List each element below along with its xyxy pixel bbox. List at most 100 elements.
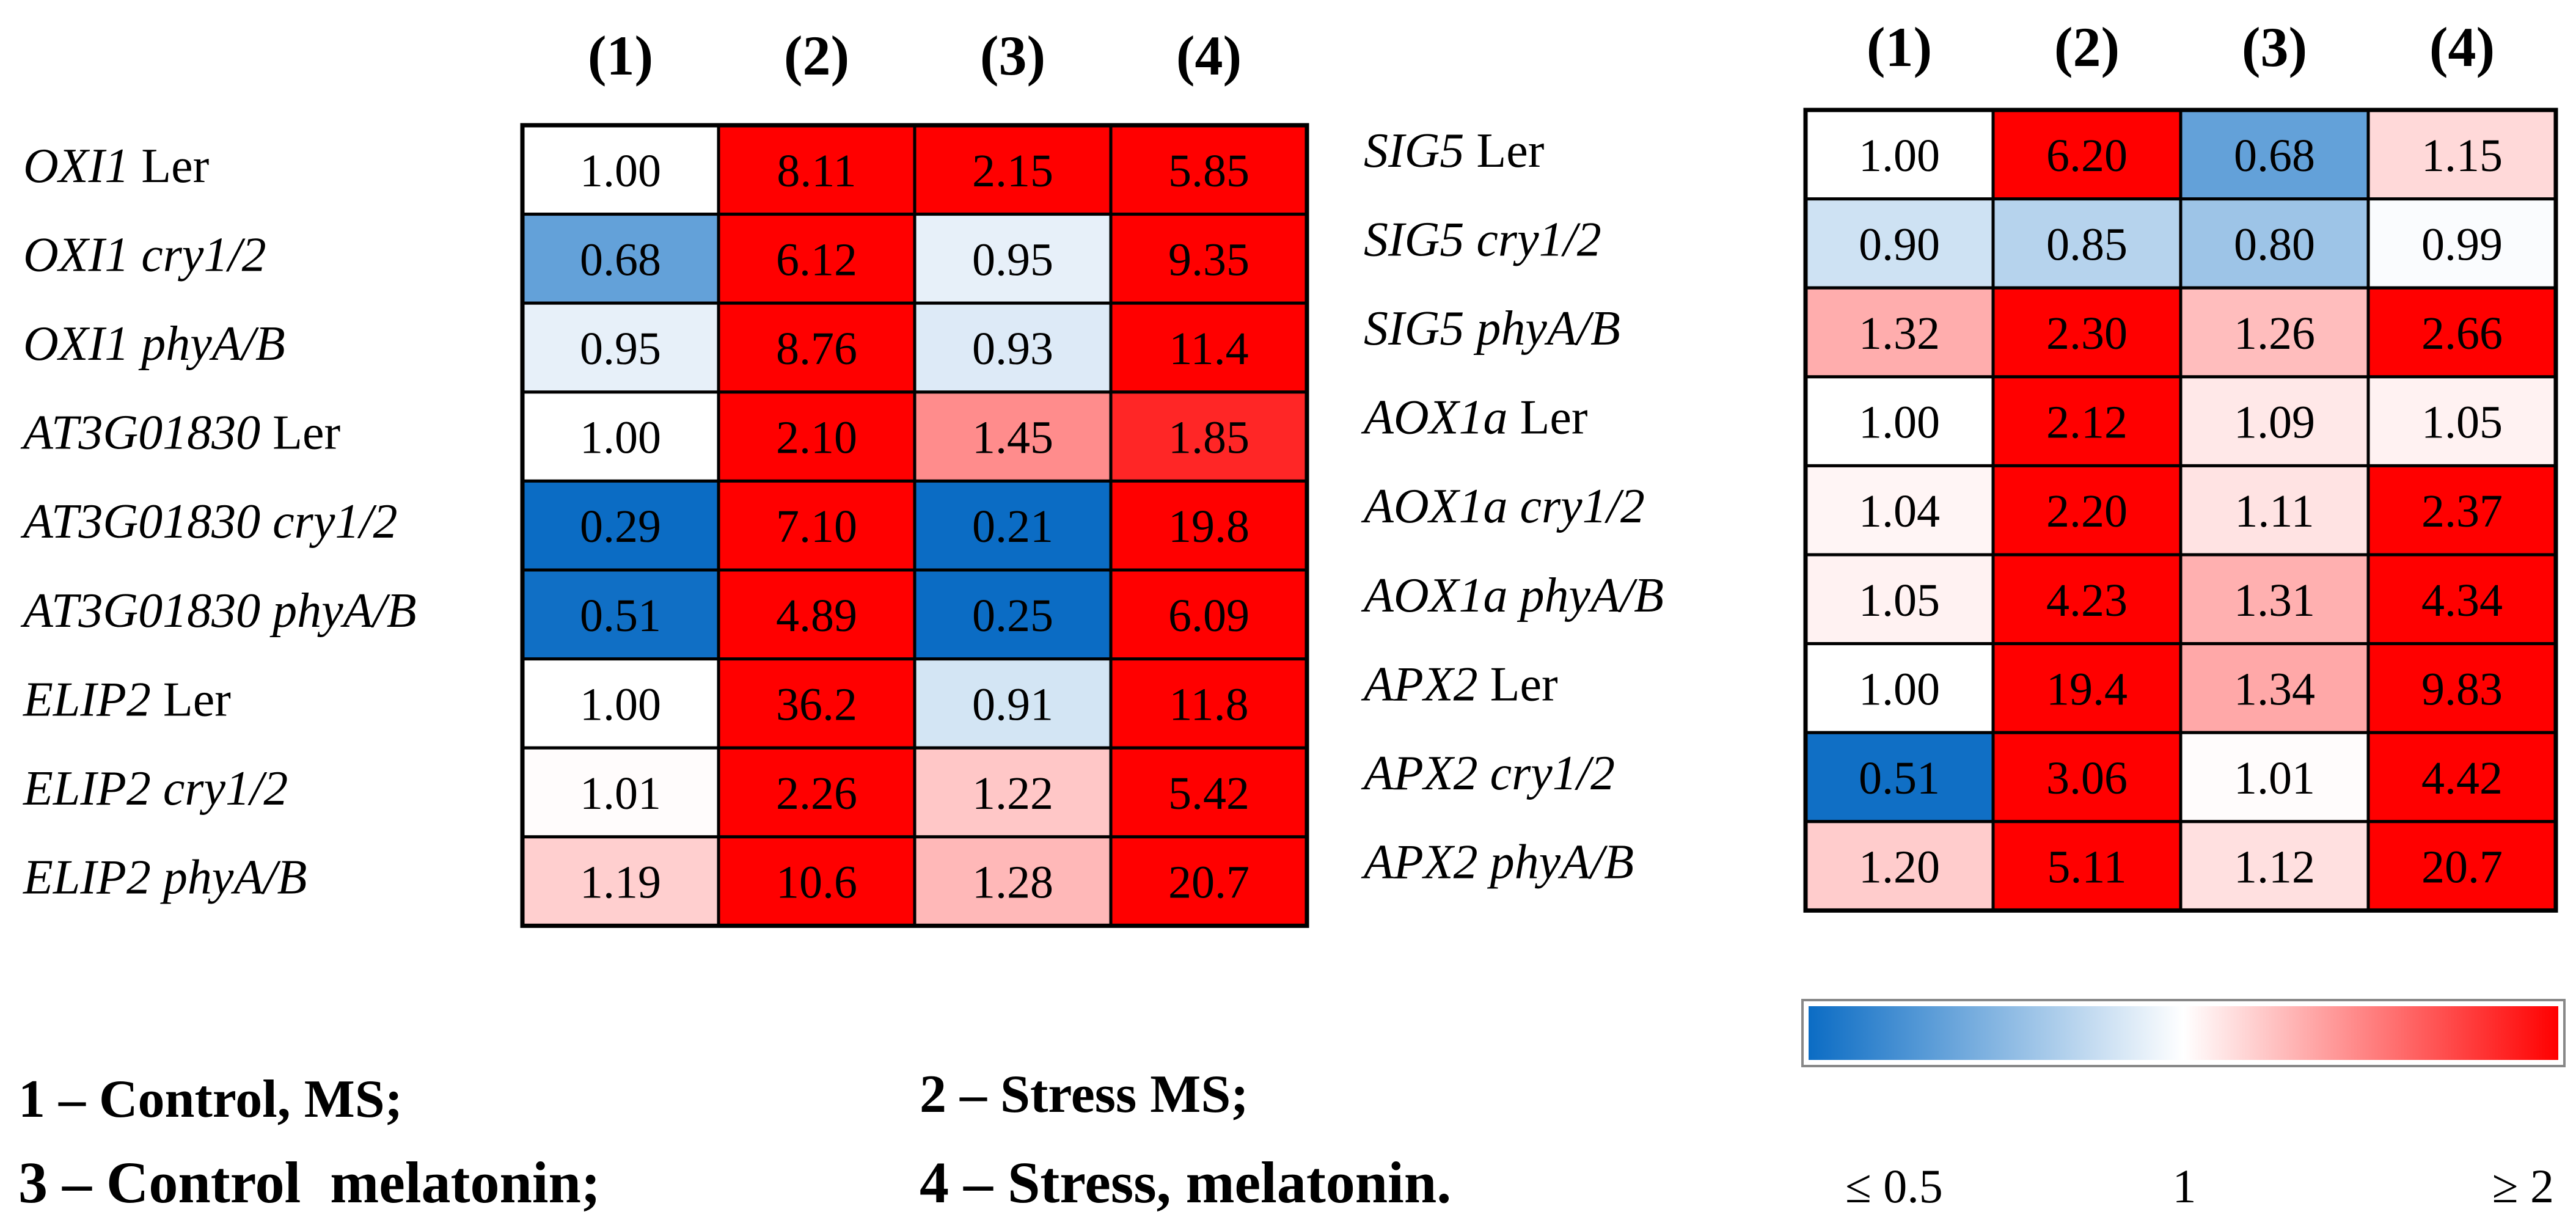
row-line: Ler xyxy=(1520,391,1588,445)
row-gene: AOX1a xyxy=(1361,391,1508,445)
row-line: cry1/2 xyxy=(141,228,266,282)
left-row-label: OXI1 phyA/B xyxy=(23,317,285,371)
legend-item-3-num: 3 xyxy=(18,1150,48,1215)
row-gene: SIG5 xyxy=(1364,124,1464,178)
right-cell-value: 1.12 xyxy=(2234,842,2315,893)
legend-item-2-num: 2 xyxy=(920,1065,946,1124)
left-heatmap-cell xyxy=(913,479,1113,572)
row-gene: ELIP2 xyxy=(23,851,151,905)
left-heatmap-cell xyxy=(717,301,917,394)
row-gene: ELIP2 xyxy=(23,673,151,726)
left-cell-value: 10.6 xyxy=(776,857,857,908)
row-line: phyA/B xyxy=(160,851,307,905)
left-heatmap-frame xyxy=(520,123,1309,928)
row-line: Ler xyxy=(1476,124,1544,178)
right-cell-value: 1.01 xyxy=(2234,753,2315,804)
left-row-label: OXI1 Ler xyxy=(23,139,209,193)
left-row-label: OXI1 cry1/2 xyxy=(23,228,266,282)
right-heatmap: (1) (2) (3) (4) SIG5 Ler 1.00 6.20 0.68 1.15 SIG5… xyxy=(1361,16,2558,913)
color-scale: ≤ 0.5 1 ≥ 2 xyxy=(1801,999,2566,1213)
left-heatmap: (1) (2) (3) (4) OXI1 Ler 1.00 8.11 2.15 5.85 OXI1… xyxy=(20,24,1309,928)
left-heatmap-cell xyxy=(717,123,917,216)
right-heatmap-cell xyxy=(1804,731,1995,824)
left-heatmap-cell xyxy=(521,746,720,839)
right-heatmap-cell xyxy=(2179,375,2370,467)
right-row-label: APX2 cry1/2 xyxy=(1361,747,1615,800)
right-heatmap-cell xyxy=(1991,197,2183,290)
row-line: cry1/2 xyxy=(273,495,397,549)
right-cell-value: 4.23 xyxy=(2046,575,2128,626)
legend-item-1: 1 – Control, MS; xyxy=(18,1070,403,1129)
row-gene: SIG5 xyxy=(1364,302,1464,356)
left-cell-value: 20.7 xyxy=(1168,857,1250,908)
left-heatmap-cell xyxy=(913,568,1113,661)
right-heatmap-cell xyxy=(2366,286,2558,379)
row-line: Ler xyxy=(273,406,340,460)
legend-item-1-dash: – xyxy=(58,1070,86,1129)
right-row-label: AOX1a phyA/B xyxy=(1361,569,1664,623)
right-cell-value: 1.05 xyxy=(2421,397,2503,448)
left-cell-value: 9.35 xyxy=(1168,234,1250,285)
left-cell-value: 0.95 xyxy=(972,234,1053,285)
left-heatmap-cell xyxy=(1109,301,1309,394)
legend-item-2-text: Stress MS; xyxy=(1000,1065,1249,1124)
right-cell-value: 0.99 xyxy=(2421,219,2503,270)
right-heatmap-cell xyxy=(2366,642,2558,734)
right-heatmap-cell xyxy=(1991,464,2183,557)
left-cell-value: 0.91 xyxy=(972,679,1053,730)
right-cell-value: 1.11 xyxy=(2234,486,2314,537)
left-cell-value: 1.19 xyxy=(580,857,661,908)
left-heatmap-cell xyxy=(913,657,1113,750)
right-heatmap-cell xyxy=(1804,553,1995,646)
legend-item-1-num: 1 xyxy=(18,1070,45,1129)
row-gene: AOX1a xyxy=(1361,480,1508,533)
right-cell-value: 1.09 xyxy=(2234,397,2315,448)
left-cell-value: 1.00 xyxy=(580,145,661,197)
left-col-label-1: (1) xyxy=(588,24,653,87)
left-col-label-3: (3) xyxy=(980,24,1045,87)
right-heatmap-cell xyxy=(1991,286,2183,379)
left-cell-value: 0.68 xyxy=(580,234,661,285)
row-line: cry1/2 xyxy=(1490,747,1615,800)
left-cell-value: 8.11 xyxy=(777,145,856,197)
row-gene: SIG5 xyxy=(1364,213,1464,266)
right-heatmap-cell xyxy=(1991,553,2183,646)
right-cell-value: 1.34 xyxy=(2234,663,2315,715)
right-row-label: AOX1a Ler xyxy=(1361,391,1588,445)
legend-item-3-dash: – xyxy=(62,1150,92,1215)
right-cell-value: 2.30 xyxy=(2046,308,2128,359)
right-cell-value: 1.20 xyxy=(1859,842,1940,893)
row-gene: APX2 xyxy=(1361,836,1478,889)
left-cell-value: 1.00 xyxy=(580,412,661,464)
treatment-legend: 1 – Control, MS; 2 – Stress MS; 3 – Cont… xyxy=(18,1065,1451,1215)
left-heatmap-cell xyxy=(1109,213,1309,305)
right-cell-value: 1.32 xyxy=(1859,308,1940,359)
left-cell-value: 5.85 xyxy=(1168,145,1250,197)
row-gene: OXI1 xyxy=(23,139,129,193)
right-cell-value: 1.04 xyxy=(1859,486,1940,537)
row-gene: OXI1 xyxy=(23,317,129,371)
row-gene: AT3G01830 xyxy=(20,406,260,460)
left-cell-value: 0.25 xyxy=(972,590,1053,641)
left-heatmap-cell xyxy=(1109,835,1309,927)
right-cell-value: 9.83 xyxy=(2421,663,2503,715)
left-cell-value: 0.51 xyxy=(580,590,661,641)
legend-item-4-num: 4 xyxy=(920,1150,949,1215)
row-line: cry1/2 xyxy=(1520,480,1645,533)
right-cell-value: 1.00 xyxy=(1859,397,1940,448)
left-heatmap-cell xyxy=(913,746,1113,839)
scale-mid-label: 1 xyxy=(2173,1160,2197,1213)
row-line: Ler xyxy=(163,673,231,726)
legend-item-3: 3 – Control melatonin; xyxy=(18,1150,601,1215)
left-cell-value: 1.00 xyxy=(580,679,661,730)
right-cell-value: 20.7 xyxy=(2421,842,2503,893)
row-gene: OXI1 xyxy=(23,228,129,282)
left-heatmap-cell xyxy=(717,479,917,572)
left-heatmap-cell xyxy=(1109,657,1309,750)
left-cell-value: 36.2 xyxy=(776,679,857,730)
legend-item-1-text: Control, MS; xyxy=(99,1070,403,1129)
right-cell-value: 1.00 xyxy=(1859,663,1940,715)
right-col-label-2: (2) xyxy=(2054,16,2120,78)
right-cell-value: 1.31 xyxy=(2234,575,2315,626)
